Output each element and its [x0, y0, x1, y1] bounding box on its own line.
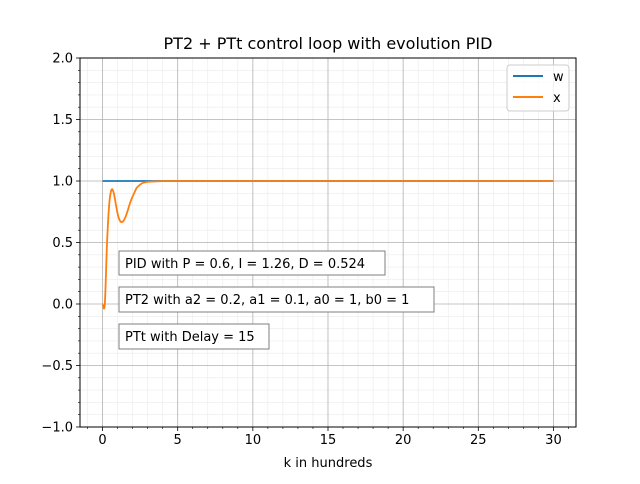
x-axis-label: k in hundreds: [284, 456, 373, 471]
series-line-x: [101, 180, 554, 310]
x-tick-label: 25: [470, 433, 487, 448]
legend-label-x: x: [553, 91, 561, 106]
annotation-pt2: PT2 with a2 = 0.2, a1 = 0.1, a0 = 1, b0 …: [118, 286, 435, 313]
y-tick-label: 2.0: [52, 52, 73, 67]
x-tick-label: 10: [245, 433, 262, 448]
y-tick-label: −1.0: [41, 421, 73, 436]
legend-label-w: w: [553, 70, 564, 85]
annotation-ptt: PTt with Delay = 15: [118, 323, 270, 350]
x-tick-label: 0: [98, 433, 106, 448]
legend: w x: [506, 64, 570, 112]
y-tick-label: 0.5: [52, 236, 73, 251]
x-tick-label: 30: [545, 433, 562, 448]
x-tick-label: 5: [174, 433, 182, 448]
annotation-pid: PID with P = 0.6, I = 1.26, D = 0.524: [118, 250, 386, 276]
x-axis-ticks: 0 5 10 15 20 25 30: [87, 427, 569, 448]
y-axis-ticks: −1.0 −0.5 0.0 0.5 1.0 1.5 2.0: [41, 52, 80, 436]
y-tick-label: 0.0: [52, 298, 73, 313]
annotation-pid-text: PID with P = 0.6, I = 1.26, D = 0.524: [125, 257, 365, 272]
y-tick-label: 1.0: [52, 175, 73, 190]
annotation-ptt-text: PTt with Delay = 15: [125, 330, 255, 345]
chart-title: PT2 + PTt control loop with evolution PI…: [164, 34, 493, 53]
x-tick-label: 15: [320, 433, 337, 448]
y-tick-label: 1.5: [52, 113, 73, 128]
y-tick-label: −0.5: [41, 359, 73, 374]
annotation-pt2-text: PT2 with a2 = 0.2, a1 = 0.1, a0 = 1, b0 …: [125, 293, 409, 308]
series-layer: [101, 180, 554, 310]
x-tick-label: 20: [395, 433, 412, 448]
